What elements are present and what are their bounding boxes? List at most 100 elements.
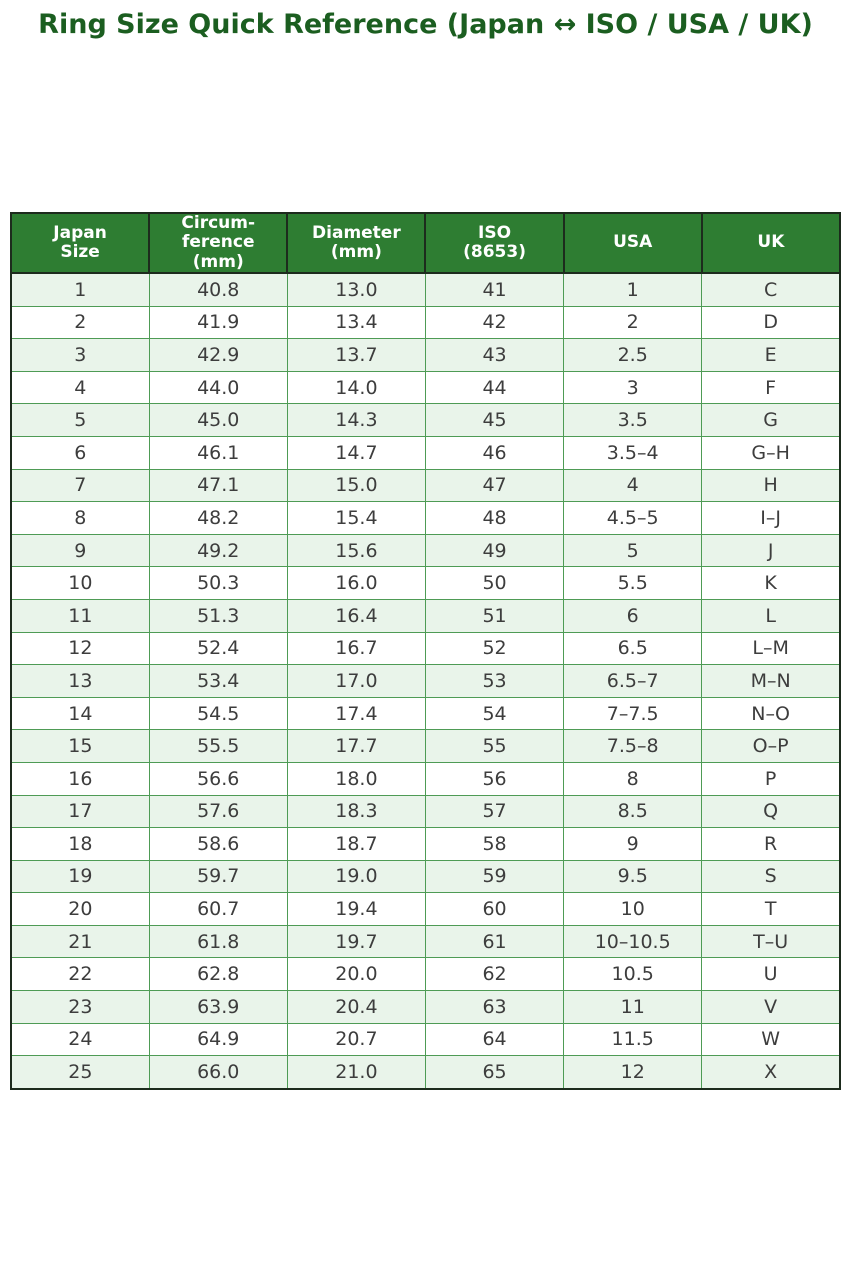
table-cell: 52.4 <box>148 631 288 666</box>
table-cell: Q <box>701 794 841 829</box>
table-cell: 10 <box>10 566 150 600</box>
table-row: 1 40.8 13.0 41 1 C <box>10 272 841 307</box>
table-cell: 15.0 <box>286 468 426 503</box>
table-cell: 25 <box>10 1055 150 1090</box>
table-cell: 19.7 <box>286 924 426 959</box>
table-cell: 4 <box>563 468 703 503</box>
table-cell: 16 <box>10 761 150 796</box>
table-row: 8 48.2 15.4 48 4.5–5 I–J <box>10 501 841 535</box>
table-cell: 40.8 <box>148 272 288 307</box>
table-cell: 49.2 <box>148 533 288 568</box>
table-cell: 6 <box>563 598 703 633</box>
table-cell: 47.1 <box>148 468 288 503</box>
table-cell: L–M <box>701 631 841 666</box>
table-cell: 13.4 <box>286 305 426 340</box>
table-cell: 13.7 <box>286 338 426 372</box>
table-row: 9 49.2 15.6 49 5 J <box>10 533 841 568</box>
table-cell: 1 <box>10 272 150 307</box>
table-cell: D <box>701 305 841 340</box>
table-cell: 54 <box>424 696 565 731</box>
table-cell: 48 <box>424 501 565 535</box>
table-cell: 5 <box>563 533 703 568</box>
table-cell: 60.7 <box>148 892 288 926</box>
table-cell: 17.0 <box>286 664 426 698</box>
table-cell: 42.9 <box>148 338 288 372</box>
table-cell: S <box>701 859 841 894</box>
table-row: 14 54.5 17.4 54 7–7.5 N–O <box>10 696 841 731</box>
table-cell: 57.6 <box>148 794 288 829</box>
table-cell: 11 <box>10 598 150 633</box>
table-cell: 21 <box>10 924 150 959</box>
table-cell: 44.0 <box>148 370 288 405</box>
table-cell: 2 <box>563 305 703 340</box>
table-cell: 65 <box>424 1055 565 1090</box>
table-row: 12 52.4 16.7 52 6.5 L–M <box>10 631 841 666</box>
table-row: 4 44.0 14.0 44 3 F <box>10 370 841 405</box>
table-cell: W <box>701 1022 841 1057</box>
table-cell: I–J <box>701 501 841 535</box>
table-cell: 12 <box>10 631 150 666</box>
column-header-uk: UK <box>700 212 842 274</box>
table-cell: 8.5 <box>563 794 703 829</box>
table-cell: 44 <box>424 370 565 405</box>
column-header-diameter-mm: Diameter (mm) <box>286 212 427 274</box>
table-cell: 20.4 <box>286 990 426 1024</box>
table-cell: U <box>701 957 841 992</box>
table-cell: 16.7 <box>286 631 426 666</box>
table-cell: 58 <box>424 827 565 861</box>
table-cell: 58.6 <box>148 827 288 861</box>
table-cell: 55 <box>424 729 565 763</box>
table-row: 15 55.5 17.7 55 7.5–8 O–P <box>10 729 841 763</box>
table-cell: 54.5 <box>148 696 288 731</box>
table-row: 19 59.7 19.0 59 9.5 S <box>10 859 841 894</box>
table-cell: 5.5 <box>563 566 703 600</box>
table-row: 25 66.0 21.0 65 12 X <box>10 1055 841 1090</box>
table-cell: H <box>701 468 841 503</box>
table-cell: 45 <box>424 403 565 437</box>
table-row: 5 45.0 14.3 45 3.5 G <box>10 403 841 437</box>
table-cell: 64 <box>424 1022 565 1057</box>
table-cell: K <box>701 566 841 600</box>
table-cell: 15 <box>10 729 150 763</box>
column-header-iso-8653: ISO (8653) <box>424 212 565 274</box>
table-cell: 17.4 <box>286 696 426 731</box>
table-cell: 20 <box>10 892 150 926</box>
table-cell: R <box>701 827 841 861</box>
table-cell: 47 <box>424 468 565 503</box>
table-cell: 2.5 <box>563 338 703 372</box>
table-cell: M–N <box>701 664 841 698</box>
table-row: 20 60.7 19.4 60 10 T <box>10 892 841 926</box>
table-cell: 43 <box>424 338 565 372</box>
table-row: 17 57.6 18.3 57 8.5 Q <box>10 794 841 829</box>
table-cell: 51 <box>424 598 565 633</box>
table-cell: 51.3 <box>148 598 288 633</box>
table-cell: T <box>701 892 841 926</box>
table-cell: 12 <box>563 1055 703 1090</box>
table-cell: 9 <box>10 533 150 568</box>
table-cell: 53.4 <box>148 664 288 698</box>
table-cell: 13 <box>10 664 150 698</box>
table-cell: 11 <box>563 990 703 1024</box>
table-row: 10 50.3 16.0 50 5.5 K <box>10 566 841 600</box>
table-cell: 63 <box>424 990 565 1024</box>
table-cell: 19.4 <box>286 892 426 926</box>
table-cell: 7.5–8 <box>563 729 703 763</box>
table-cell: 4 <box>10 370 150 405</box>
table-cell: 21.0 <box>286 1055 426 1090</box>
table-cell: 1 <box>563 272 703 307</box>
table-cell: 2 <box>10 305 150 340</box>
table-cell: 42 <box>424 305 565 340</box>
table-cell: 46.1 <box>148 435 288 470</box>
table-cell: 61 <box>424 924 565 959</box>
table-row: 11 51.3 16.4 51 6 L <box>10 598 841 633</box>
table-cell: 63.9 <box>148 990 288 1024</box>
header-row: Japan Size Circum- ference (mm) Diameter (… <box>9 212 842 274</box>
table-row: 24 64.9 20.7 64 11.5 W <box>10 1022 841 1057</box>
table-cell: 24 <box>10 1022 150 1057</box>
table-header: Japan Size Circum- ference (mm) Diameter (… <box>9 212 842 274</box>
table-cell: 61.8 <box>148 924 288 959</box>
table-cell: 50.3 <box>148 566 288 600</box>
table-cell: E <box>701 338 841 372</box>
table-cell: 18.0 <box>286 761 426 796</box>
